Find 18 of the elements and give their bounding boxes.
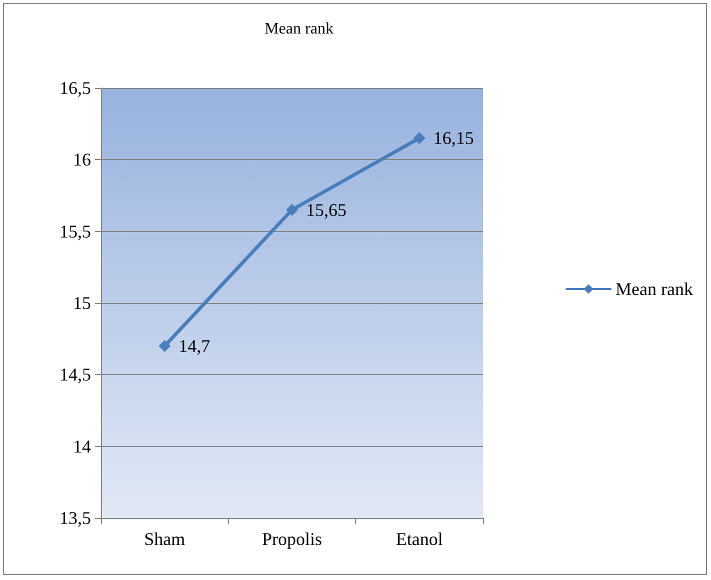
x-tick-label: Sham	[144, 529, 186, 549]
data-label: 15,65	[306, 200, 346, 220]
chart-title: Mean rank	[264, 20, 334, 38]
point	[286, 204, 298, 216]
data-label: 16,15	[433, 128, 474, 148]
y-tick-label: 15,5	[60, 221, 91, 242]
data-label: 14,7	[178, 336, 210, 356]
y-tick-label: 15	[73, 293, 91, 313]
y-tick-label: 16	[73, 150, 91, 170]
x-tick-label: Etanol	[396, 529, 443, 549]
point	[158, 340, 171, 352]
y-tick-label: 13,5	[60, 508, 91, 528]
point	[413, 132, 426, 144]
y-tick-label: 14,5	[60, 364, 91, 385]
y-tick-label: 16,5	[60, 78, 91, 98]
y-tick-label: 14	[73, 436, 91, 456]
x-tick-label: Propolis	[262, 529, 322, 549]
legend-label: Mean rank	[616, 279, 693, 299]
